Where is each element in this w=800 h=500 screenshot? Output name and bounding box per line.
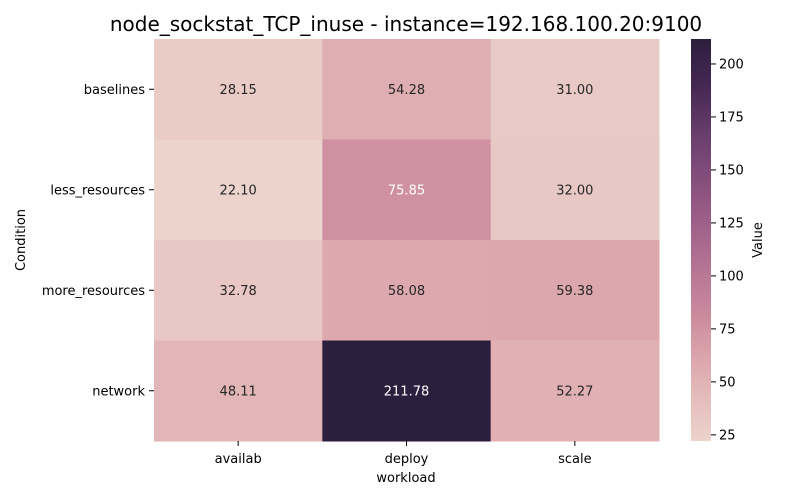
- heatmap-cells: 28.15 54.28 31.00 22.10 75.85 32.00 32.78 58.08…: [154, 39, 660, 442]
- cell-value-label: 211.78: [384, 384, 430, 399]
- colorbar-tick-label: 100: [719, 269, 744, 284]
- cell-value-label: 59.38: [556, 284, 593, 299]
- heatmap-cell: [322, 340, 492, 442]
- colorbar-tick-label: 50: [719, 375, 736, 390]
- y-axis: baselines less_resources more_resourcesnet…: [42, 83, 154, 399]
- x-tick-label: scale: [558, 452, 592, 467]
- colorbar: [691, 39, 711, 441]
- cell-value-label: 52.27: [556, 384, 593, 399]
- heatmap-cell: [154, 240, 323, 341]
- heatmap-cell: [490, 240, 660, 341]
- x-axis-label: workload: [376, 471, 435, 486]
- y-tick-label: less_resources: [50, 183, 145, 198]
- colorbar-tick-label: 75: [719, 322, 736, 337]
- cell-value-label: 75.85: [388, 183, 425, 198]
- colorbar-label: Value: [751, 222, 766, 258]
- y-tick-label: more_resources: [42, 284, 145, 299]
- heatmap-cell: [490, 139, 660, 241]
- x-tick-label: deploy: [385, 452, 429, 467]
- cell-value-label: 22.10: [220, 183, 257, 198]
- heatmap-cell: [154, 139, 323, 241]
- y-tick-label: baselines: [84, 83, 145, 98]
- cell-value-label: 58.08: [388, 284, 425, 299]
- heatmap-cell: [490, 39, 660, 140]
- heatmap-cell: [490, 340, 660, 442]
- heatmap-cell: [322, 139, 492, 241]
- chart-title: node_sockstat_TCP_inuse - instance=192.1…: [110, 12, 702, 36]
- cell-value-label: 31.00: [556, 83, 593, 98]
- cell-value-label: 48.11: [220, 384, 257, 399]
- y-axis-label: Condition: [14, 209, 29, 271]
- heatmap-cell: [322, 39, 492, 140]
- colorbar-tick-label: 200: [719, 57, 744, 72]
- x-axis: availab deploy scale: [215, 441, 592, 467]
- cell-value-label: 32.78: [220, 284, 257, 299]
- colorbar-tick-label: 175: [719, 110, 744, 125]
- colorbar-axis: 25 50 75 100 125 150 175 200: [711, 57, 744, 443]
- cell-value-label: 32.00: [556, 183, 593, 198]
- heatmap-cell: [154, 39, 323, 140]
- colorbar-tick-label: 25: [719, 428, 736, 443]
- cell-value-label: 54.28: [388, 83, 425, 98]
- colorbar-tick-label: 125: [719, 216, 744, 231]
- heatmap-cell: [322, 240, 492, 341]
- colorbar-tick-label: 150: [719, 163, 744, 178]
- heatmap-cell: [154, 340, 323, 442]
- cell-value-label: 28.15: [220, 83, 257, 98]
- x-tick-label: availab: [215, 452, 262, 467]
- y-tick-label: network: [92, 384, 145, 399]
